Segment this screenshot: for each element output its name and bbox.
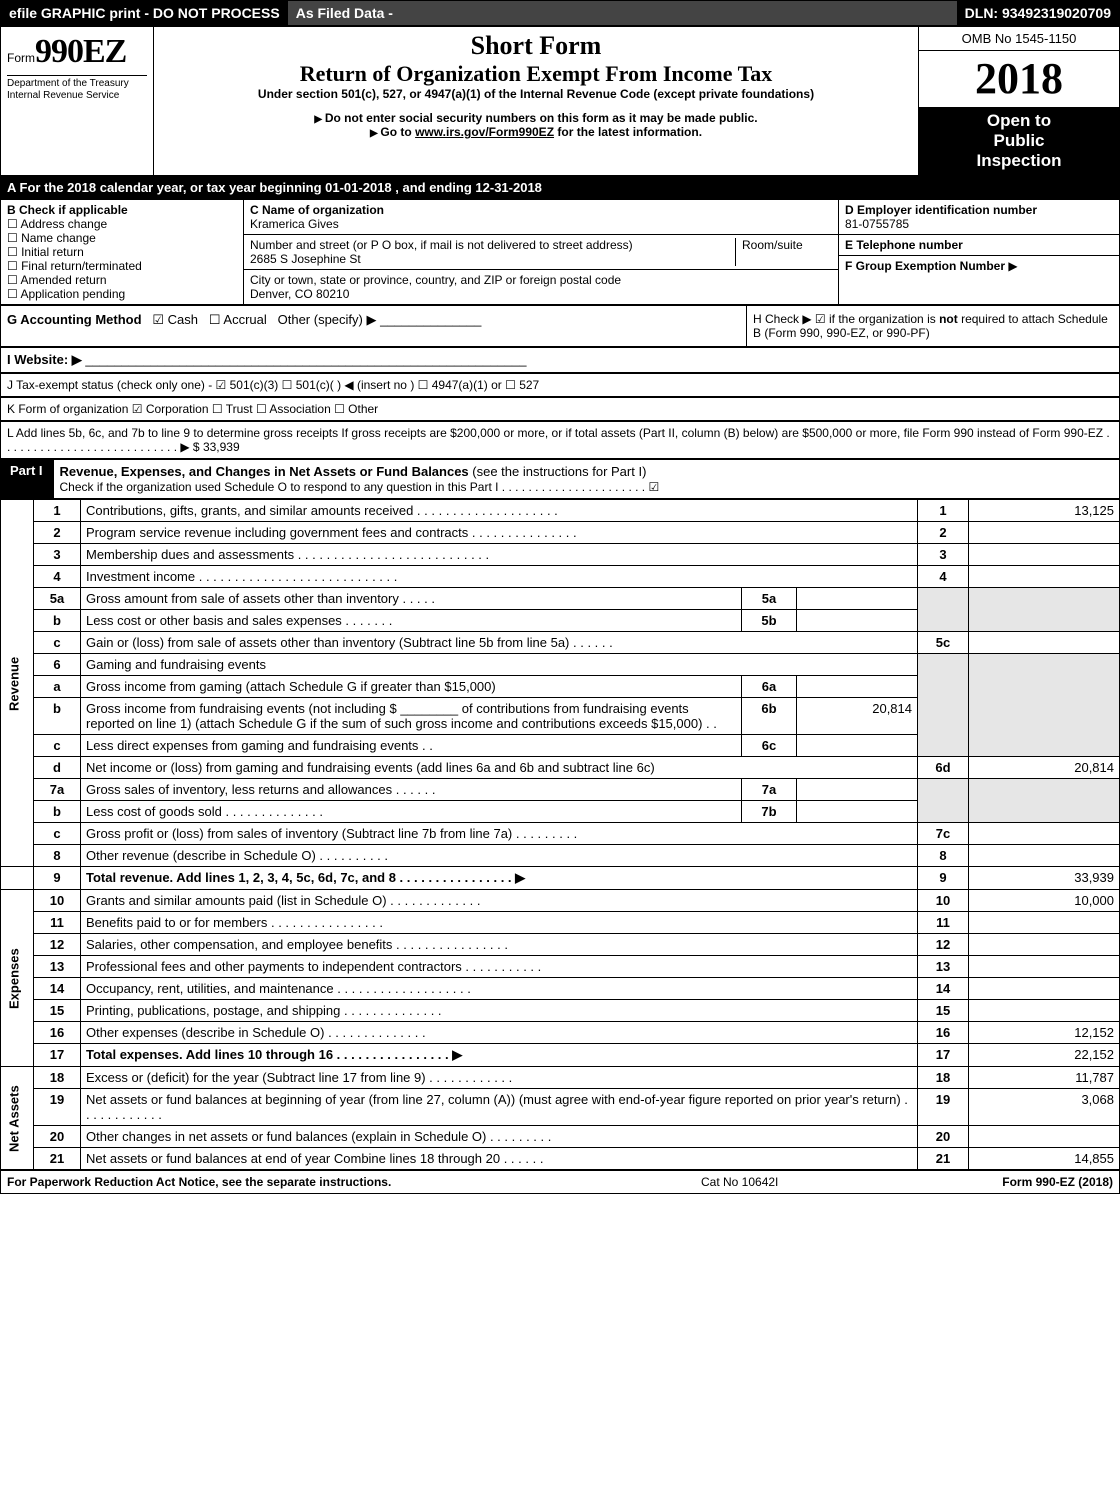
ein: 81-0755785 bbox=[845, 217, 1113, 231]
public-warning: Do not enter social security numbers on … bbox=[164, 111, 908, 125]
line-9-total-revenue: 33,939 bbox=[969, 867, 1120, 890]
part-1-header: Part I Revenue, Expenses, and Changes in… bbox=[0, 459, 1120, 499]
line-6d-value: 20,814 bbox=[969, 757, 1120, 779]
paperwork-notice: For Paperwork Reduction Act Notice, see … bbox=[1, 1171, 695, 1193]
tax-year: 2018 bbox=[919, 51, 1119, 106]
section-a-tax-year: A For the 2018 calendar year, or tax yea… bbox=[0, 176, 1120, 199]
chk-application-pending[interactable]: ☐ Application pending bbox=[7, 287, 237, 301]
line-16-value: 12,152 bbox=[969, 1022, 1120, 1044]
line-10-value: 10,000 bbox=[969, 890, 1120, 912]
section-k-form-org: K Form of organization ☑ Corporation ☐ T… bbox=[0, 397, 1120, 421]
section-i-website: I Website: ▶ ___________________________… bbox=[0, 347, 1120, 373]
header-center: Short Form Return of Organization Exempt… bbox=[154, 27, 918, 175]
section-c-org: C Name of organization Kramerica Gives N… bbox=[244, 200, 839, 304]
line-6b-value: 20,814 bbox=[797, 698, 918, 735]
chk-initial-return[interactable]: ☐ Initial return bbox=[7, 245, 237, 259]
line-18-value: 11,787 bbox=[969, 1067, 1120, 1089]
net-assets-side-label: Net Assets bbox=[1, 1067, 34, 1170]
chk-final-return[interactable]: ☐ Final return/terminated bbox=[7, 259, 237, 273]
short-form-title: Short Form bbox=[164, 31, 908, 61]
as-filed: As Filed Data - bbox=[288, 1, 957, 25]
form-ref: Form 990-EZ (2018) bbox=[927, 1171, 1119, 1193]
form-header: Form990EZ Department of the Treasury Int… bbox=[0, 26, 1120, 176]
dept-treasury: Department of the Treasury bbox=[7, 78, 147, 90]
chk-address-change[interactable]: ☐ Address change bbox=[7, 217, 237, 231]
bcdef-row: B Check if applicable ☐ Address change ☐… bbox=[0, 199, 1120, 305]
header-right: OMB No 1545-1150 2018 Open to Public Ins… bbox=[918, 27, 1119, 175]
line-1-value: 13,125 bbox=[969, 500, 1120, 522]
section-h-schedule-b: H Check ▶ ☑ if the organization is not r… bbox=[747, 306, 1119, 346]
gh-row: G Accounting Method ☑ Cash ☐ Accrual Oth… bbox=[0, 305, 1120, 347]
section-l-gross-receipts: L Add lines 5b, 6c, and 7b to line 9 to … bbox=[0, 421, 1120, 459]
line-21-value: 14,855 bbox=[969, 1148, 1120, 1170]
efile-label: efile GRAPHIC print - DO NOT PROCESS bbox=[1, 1, 288, 25]
cat-no: Cat No 10642I bbox=[695, 1171, 927, 1193]
section-def: D Employer identification number 81-0755… bbox=[839, 200, 1119, 304]
line-19-value: 3,068 bbox=[969, 1089, 1120, 1126]
room-suite: Room/suite bbox=[735, 238, 832, 266]
goto-line: Go to www.irs.gov/Form990EZ for the late… bbox=[164, 125, 908, 139]
form-number-box: Form990EZ Department of the Treasury Int… bbox=[1, 27, 154, 175]
under-section: Under section 501(c), 527, or 4947(a)(1)… bbox=[164, 87, 908, 101]
section-j-tax-exempt: J Tax-exempt status (check only one) - ☑… bbox=[0, 373, 1120, 397]
revenue-side-label: Revenue bbox=[1, 500, 34, 867]
omb-number: OMB No 1545-1150 bbox=[919, 27, 1119, 51]
irs-label: Internal Revenue Service bbox=[7, 90, 147, 102]
dln: DLN: 93492319020709 bbox=[957, 1, 1119, 25]
section-b-checks: B Check if applicable ☐ Address change ☐… bbox=[1, 200, 244, 304]
chk-amended-return[interactable]: ☐ Amended return bbox=[7, 273, 237, 287]
org-name: Kramerica Gives bbox=[250, 217, 832, 231]
form-prefix: Form bbox=[7, 51, 35, 65]
page-footer: For Paperwork Reduction Act Notice, see … bbox=[0, 1170, 1120, 1194]
open-public-inspection: Open to Public Inspection bbox=[919, 106, 1119, 175]
line-17-total-expenses: 22,152 bbox=[969, 1044, 1120, 1067]
expenses-side-label: Expenses bbox=[1, 890, 34, 1067]
return-title: Return of Organization Exempt From Incom… bbox=[164, 61, 908, 87]
street-address: 2685 S Josephine St bbox=[250, 252, 735, 266]
form-number: 990EZ bbox=[35, 33, 126, 70]
section-g-accounting: G Accounting Method ☑ Cash ☐ Accrual Oth… bbox=[1, 306, 747, 346]
city-state-zip: Denver, CO 80210 bbox=[250, 287, 832, 301]
irs-link[interactable]: www.irs.gov/Form990EZ bbox=[415, 125, 554, 139]
part1-lines-table: Revenue 1 Contributions, gifts, grants, … bbox=[0, 499, 1120, 1170]
top-bar: efile GRAPHIC print - DO NOT PROCESS As … bbox=[0, 0, 1120, 26]
chk-name-change[interactable]: ☐ Name change bbox=[7, 231, 237, 245]
